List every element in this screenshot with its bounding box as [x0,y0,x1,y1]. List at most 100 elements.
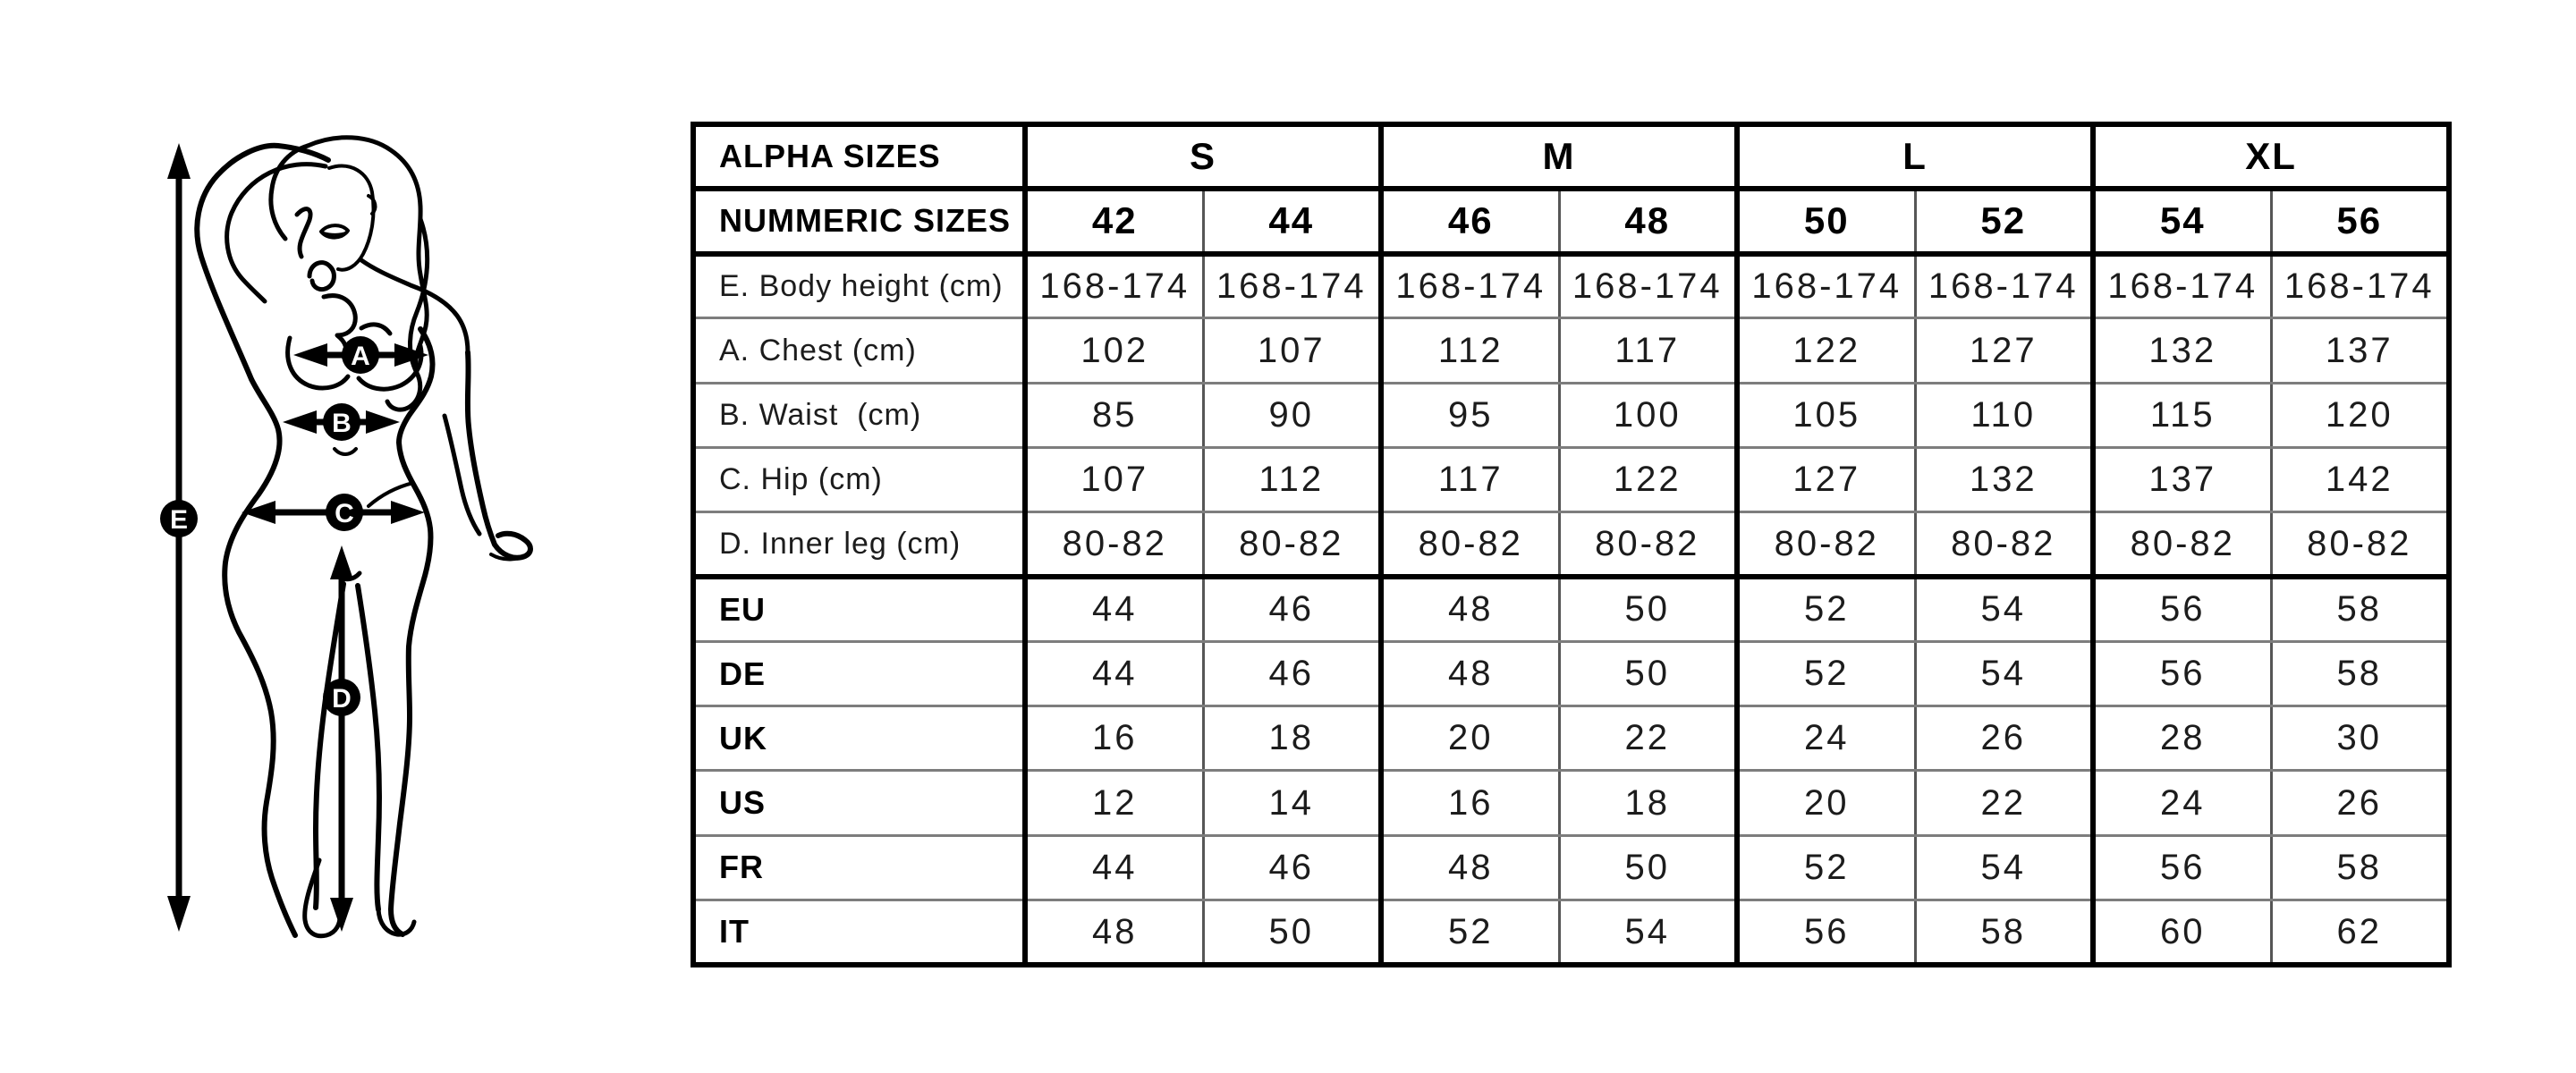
body-art [194,142,533,939]
cell: 52 [1737,641,1917,708]
row-label-chest: A. Chest (cm) [693,317,1028,384]
cell: 44 [1025,835,1205,902]
bust-left-arc [285,335,351,391]
cell: 56 [2093,835,2273,902]
arrowhead-left-icon [283,410,317,434]
cell: 12 [1025,770,1205,837]
cell: 54 [1915,577,2097,643]
cell: 62 [2336,911,2383,951]
numeric-size-cell: 48 [1559,189,1741,257]
cell: 102 [1025,317,1205,384]
cell: 80-82 [1203,511,1385,580]
cell: 20 [1381,705,1561,773]
row-label-alpha-sizes: ALPHA SIZES [693,124,1028,192]
cell: 85 [1025,383,1205,449]
cell: 14 [1203,770,1385,837]
cell: 142 [2271,447,2450,514]
cell: 50 [1559,835,1741,902]
arrowhead-left-icon [242,501,275,524]
cell: 58 [2271,835,2450,902]
alpha-size-s: S [1025,124,1385,192]
row-label-waist: B. Waist (cm) [693,383,1028,449]
left-torso-leg-outline [222,376,298,938]
cell: 50 [1559,641,1741,708]
numeric-size-cell: 56 [2271,189,2450,257]
arrowhead-up-icon [330,545,353,579]
alpha-size-m: M [1381,124,1741,192]
it-sizes-row: IT 48 50 52 54 56 58 60 62 [693,900,2449,965]
cell: 58 [1915,900,2097,965]
arrowhead-right-icon [391,501,425,524]
marker-letter: C [335,499,354,528]
us-sizes-row: US 12 14 16 18 20 22 24 26 [693,770,2450,837]
cell: 168-174 [1381,253,1561,320]
arrowhead-left-icon [293,343,327,367]
cell: 168-174 [1025,253,1205,320]
cell: 24 [1737,705,1917,773]
cell: 50 [1203,900,1385,965]
hanging-arm-inner [442,413,482,536]
numeric-sizes-row: NUMMERIC SIZES 42 44 46 48 50 52 54 56 [693,189,2450,257]
row-label-inner-leg: D. Inner leg (cm) [693,511,1028,580]
cell: 26 [1915,705,2097,773]
cell: 168-174 [2271,253,2450,320]
cell: 168-174 [1559,253,1741,320]
cell: 168-174 [1737,253,1917,320]
cell: 18 [1203,705,1385,773]
marker-letter: A [351,342,370,371]
cell: 107 [1025,447,1205,514]
cell: 48 [1381,641,1561,708]
right-foot [376,907,417,937]
hip-crease [367,481,415,508]
cell: 122 [1737,317,1917,384]
cell: 20 [1737,770,1917,837]
numeric-size-cell: 54 [2093,189,2273,257]
alpha-sizes-row: ALPHA SIZES S M L XL [693,124,2450,192]
marker-d: D [323,679,360,716]
cell: 54 [1559,900,1741,965]
measurement-markers: A B C D E [160,336,379,716]
cell: 95 [1381,383,1561,449]
cell: 60 [2093,900,2273,965]
cell: 112 [1381,317,1561,384]
size-chart-table: ALPHA SIZES S M L XL NUMMERIC SIZES 42 4… [691,122,2453,967]
raised-arm-outer [194,142,331,382]
cell: 50 [1559,577,1741,643]
face-art [319,164,376,272]
cell: 112 [1203,447,1385,514]
neck-shoulder-line [359,258,470,355]
cell: 80-82 [1737,511,1917,580]
cell: 56 [1737,900,1917,965]
cell: 54 [1915,641,2097,708]
lips-midline [320,231,349,236]
hair-strand [294,207,313,259]
arrowhead-up-icon [167,143,191,179]
navel [333,447,358,456]
cell: 137 [2093,447,2273,514]
cell: 52 [1737,835,1917,902]
hand-swirl [489,552,530,562]
cell: 127 [1737,447,1917,514]
cell: 16 [1381,770,1561,837]
cell: 58 [2271,577,2450,643]
inner-leg-row: D. Inner leg (cm) 80-82 80-82 80-82 80-8… [693,511,2450,580]
arrowhead-right-icon [366,410,400,434]
lips [319,224,350,240]
measurement-arrows [167,143,428,932]
fr-sizes-row: FR 44 46 48 50 52 54 56 58 [693,835,2450,902]
chest-row: A. Chest (cm) 102 107 112 117 122 127 13… [693,317,2450,384]
cell: 30 [2271,705,2450,773]
row-label-us: US [693,770,1028,837]
row-label-body-height: E. Body height (cm) [693,253,1028,320]
marker-a: A [342,336,379,374]
cell: 56 [2093,577,2273,643]
row-label-de: DE [693,641,1028,708]
inner-right-leg [355,583,382,912]
arrowhead-down-icon [330,898,353,932]
raised-arm-inner [225,162,328,304]
cell: 80-82 [2271,511,2450,580]
cell: 46 [1203,641,1385,708]
cell: 80-82 [1559,511,1741,580]
